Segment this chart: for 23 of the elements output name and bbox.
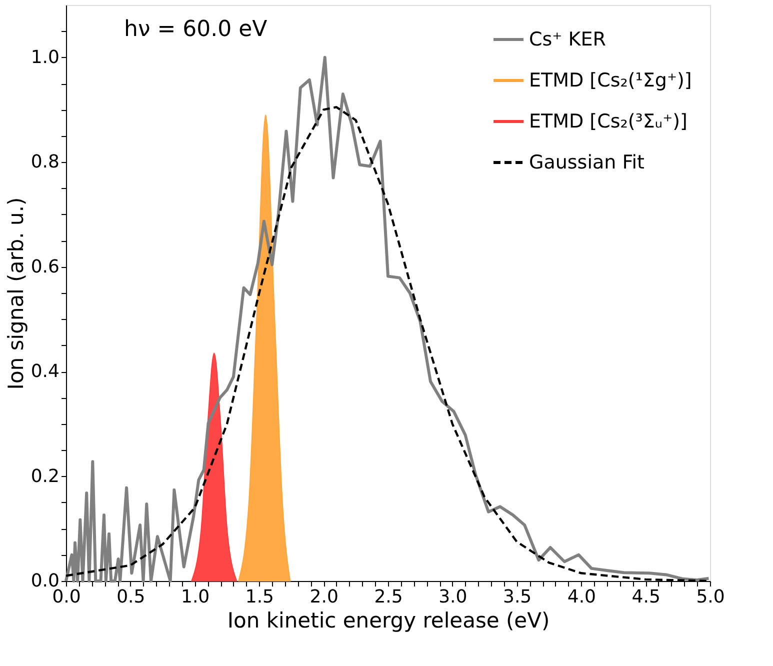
- x-tick-label: 1.0: [180, 586, 210, 608]
- y-tick-label: 1.0: [30, 46, 60, 68]
- legend-label: Cs⁺ KER: [529, 28, 606, 50]
- legend-label: Gaussian Fit: [529, 152, 644, 174]
- x-tick-label: 3.5: [502, 586, 532, 608]
- y-axis-title: Ion signal (arb. u.): [4, 197, 28, 390]
- x-axis-title: Ion kinetic energy release (eV): [227, 608, 550, 632]
- y-tick-label: 0.2: [30, 466, 60, 487]
- y-tick-label: 0.4: [30, 361, 60, 382]
- x-tick-label: 3.0: [438, 586, 468, 608]
- x-tick-label: 1.5: [245, 586, 274, 608]
- x-tick-label: 2.5: [374, 586, 403, 608]
- x-tick-label: 0.0: [52, 586, 81, 608]
- x-tick-label: 5.0: [696, 586, 725, 608]
- y-tick-label: 0.8: [30, 152, 60, 173]
- legend-label: ETMD [Cs₂(³Σᵤ⁺)]: [529, 110, 688, 132]
- x-tick-label: 4.0: [567, 586, 596, 608]
- y-tick-label: 0.6: [30, 256, 60, 278]
- legend-label: ETMD [Cs₂(¹Σg⁺)]: [529, 70, 692, 92]
- x-tick-label: 4.5: [632, 586, 660, 608]
- x-tick-label: 0.5: [116, 586, 146, 608]
- annotation: hν = 60.0 eV: [124, 17, 268, 42]
- x-tick-label: 2.0: [310, 586, 338, 608]
